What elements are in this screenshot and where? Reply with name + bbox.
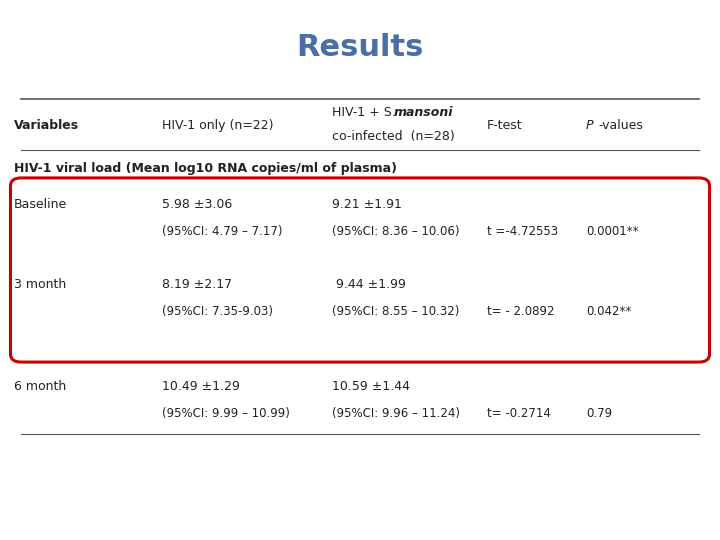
Text: 0.0001**: 0.0001**: [586, 225, 639, 238]
Text: co-infected  (n=28): co-infected (n=28): [332, 130, 454, 144]
Text: HIV-1 only (n=22): HIV-1 only (n=22): [162, 119, 274, 132]
Text: 3 month: 3 month: [14, 278, 66, 291]
Text: 0.79: 0.79: [586, 407, 612, 420]
Text: (95%CI: 9.99 – 10.99): (95%CI: 9.99 – 10.99): [162, 407, 290, 420]
Text: (95%CI: 4.79 – 7.17): (95%CI: 4.79 – 7.17): [162, 225, 283, 238]
Text: Baseline: Baseline: [14, 198, 67, 211]
Text: (95%CI: 9.96 – 11.24): (95%CI: 9.96 – 11.24): [332, 407, 460, 420]
Text: 9.44 ±1.99: 9.44 ±1.99: [332, 278, 405, 291]
Text: Results: Results: [297, 33, 423, 62]
Text: 8.19 ±2.17: 8.19 ±2.17: [162, 278, 233, 291]
Text: 5.98 ±3.06: 5.98 ±3.06: [162, 198, 233, 211]
Text: Variables: Variables: [14, 119, 79, 132]
Text: 6 month: 6 month: [14, 380, 66, 393]
Text: 0.042**: 0.042**: [586, 305, 631, 318]
Text: (95%CI: 8.36 – 10.06): (95%CI: 8.36 – 10.06): [332, 225, 459, 238]
Text: t= - 2.0892: t= - 2.0892: [487, 305, 554, 318]
Text: F-test: F-test: [487, 119, 523, 132]
Text: P: P: [586, 119, 593, 132]
Text: mansoni: mansoni: [394, 106, 454, 119]
Text: 9.21 ±1.91: 9.21 ±1.91: [332, 198, 402, 211]
Text: 10.59 ±1.44: 10.59 ±1.44: [332, 380, 410, 393]
Text: (95%CI: 8.55 – 10.32): (95%CI: 8.55 – 10.32): [332, 305, 459, 318]
Text: 10.49 ±1.29: 10.49 ±1.29: [162, 380, 240, 393]
Text: HIV-1 + S.: HIV-1 + S.: [332, 106, 400, 119]
Text: HIV-1 viral load (Mean log10 RNA copies/ml of plasma): HIV-1 viral load (Mean log10 RNA copies/…: [14, 163, 397, 176]
Text: t= -0.2714: t= -0.2714: [487, 407, 551, 420]
Text: -values: -values: [598, 119, 644, 132]
Text: t =-4.72553: t =-4.72553: [487, 225, 558, 238]
Text: (95%CI: 7.35-9.03): (95%CI: 7.35-9.03): [162, 305, 274, 318]
